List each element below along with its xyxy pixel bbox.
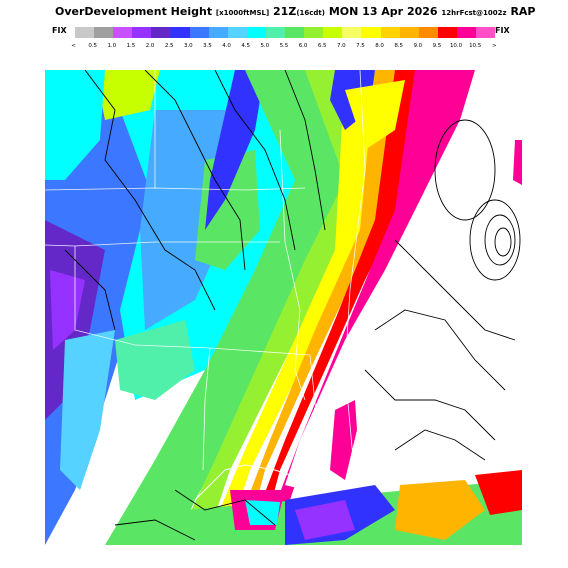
- scale-tick-label: 1.5: [126, 43, 136, 49]
- contour-lines: [64, 70, 521, 541]
- scale-tick-label: 0.5: [88, 43, 98, 49]
- field-central-teal: [115, 320, 195, 400]
- color-swatch: [170, 27, 190, 38]
- color-swatch: [342, 27, 362, 38]
- scale-tick-label: 6.5: [317, 43, 327, 49]
- scale-tick-label: 9.5: [432, 43, 442, 49]
- scale-tick-label: 7.5: [356, 43, 365, 49]
- gulf-coastline: [194, 459, 522, 501]
- field-sw-cyan: [60, 330, 115, 490]
- field-west-violet: [50, 270, 85, 350]
- field-north-yellow: [95, 70, 160, 120]
- color-swatch: [227, 27, 247, 38]
- scale-tick-labels: <0.5 1.0 1.5 2.0 2.5 3.0 3.5 4.0 4.5 5.0 5.5 6.0 6.5…: [64, 41, 504, 51]
- scale-tick-label: >: [492, 43, 497, 49]
- title-run: 12hrFcst@1002z: [441, 9, 507, 17]
- field-upper-yellow-pocket: [345, 80, 405, 150]
- field-green-band: [105, 70, 390, 545]
- scale-tick-label: 4.0: [222, 43, 231, 49]
- map-title: OverDevelopment Height [x1000ftMSL] 21Z(…: [55, 5, 535, 21]
- scale-tick-label: 5.0: [260, 43, 270, 49]
- scale-tick-label: 10.0: [449, 43, 463, 49]
- color-swatch: [399, 27, 419, 38]
- field-gulf-orange: [395, 480, 485, 540]
- forecast-map: [45, 70, 522, 545]
- field-gulf-purple: [295, 500, 355, 540]
- scale-tick-label: 8.0: [375, 43, 384, 49]
- color-swatches: [75, 27, 496, 38]
- field-gulf-cyan: [245, 500, 280, 525]
- title-main: OverDevelopment Height: [55, 5, 213, 18]
- scale-tick-label: 8.5: [394, 43, 404, 49]
- title-units: [x1000ftMSL]: [215, 9, 270, 17]
- field-ne-magenta-spot: [513, 140, 522, 185]
- field-north-cyan: [45, 70, 105, 180]
- scale-tick-label: 4.5: [241, 43, 251, 49]
- title-time: 21Z: [273, 5, 297, 18]
- title-local: (16cdt): [296, 9, 325, 17]
- title-model: RAP: [510, 5, 536, 18]
- scale-tick-label: 3.0: [183, 43, 193, 49]
- color-swatch: [132, 27, 152, 38]
- scale-tick-label: 5.5: [279, 43, 289, 49]
- color-swatch: [151, 27, 171, 38]
- color-swatch: [323, 27, 343, 38]
- fix-right-label[interactable]: FIX: [495, 26, 510, 35]
- scale-tick-label: <: [71, 43, 76, 49]
- field-clear-east: [285, 70, 522, 490]
- field-pink-tongue: [330, 400, 357, 480]
- color-swatch: [361, 27, 381, 38]
- scale-tick-label: 9.0: [413, 43, 423, 49]
- color-swatch: [456, 27, 476, 38]
- color-swatch: [265, 27, 286, 38]
- color-swatch: [113, 27, 133, 38]
- map-canvas: [45, 70, 522, 545]
- color-scale: FIX FIX <0.5 1.0 1.5 2.0 2.5 3.0 3.5 4.0 4.5 5.0 5…: [52, 24, 522, 54]
- color-swatch: [285, 27, 305, 38]
- scale-tick-label: 10.5: [469, 43, 482, 49]
- color-swatch: [437, 27, 457, 38]
- color-swatch: [475, 27, 496, 38]
- scale-tick-label: 2.5: [164, 43, 174, 49]
- scale-tick-label: 1.0: [107, 43, 117, 49]
- color-swatch: [208, 27, 228, 38]
- field-north-blue-ribbon: [205, 70, 265, 230]
- color-swatch: [418, 27, 438, 38]
- color-swatch: [304, 27, 324, 38]
- scale-tick-label: 3.5: [203, 43, 212, 49]
- scale-tick-label: 2.0: [145, 43, 155, 49]
- field-gulf-red: [475, 470, 522, 515]
- title-date: MON 13 Apr 2026: [328, 5, 438, 18]
- color-swatch: [246, 27, 266, 38]
- fix-left-label[interactable]: FIX: [52, 26, 67, 35]
- color-swatch: [189, 27, 209, 38]
- color-swatch: [94, 27, 114, 38]
- scale-tick-label: 7.0: [336, 43, 346, 49]
- scale-tick-label: 6.0: [298, 43, 308, 49]
- state-boundaries: [45, 70, 366, 491]
- color-swatch: [380, 27, 400, 38]
- color-swatch: [75, 27, 95, 38]
